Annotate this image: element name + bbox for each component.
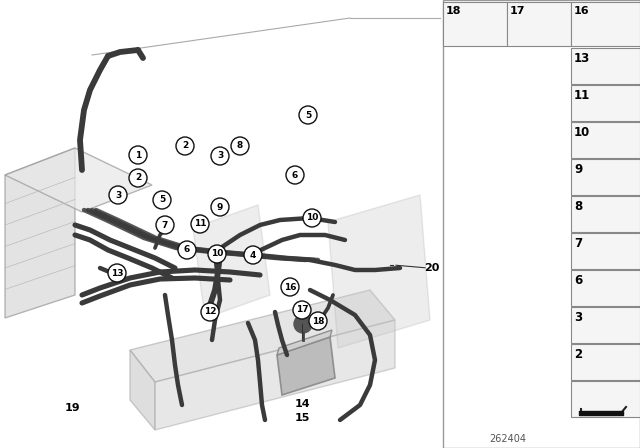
Text: 2: 2 <box>182 142 188 151</box>
Text: 14: 14 <box>294 399 310 409</box>
Text: 13: 13 <box>574 52 590 65</box>
Polygon shape <box>155 320 395 430</box>
Circle shape <box>244 246 262 264</box>
Bar <box>571 196 640 232</box>
Text: 5: 5 <box>159 195 165 204</box>
Bar <box>571 85 640 121</box>
Text: 18: 18 <box>312 316 324 326</box>
Bar <box>571 2 640 46</box>
Text: 6: 6 <box>292 171 298 180</box>
Bar <box>443 2 507 46</box>
Text: 9: 9 <box>574 163 582 176</box>
Text: 10: 10 <box>574 126 590 139</box>
Circle shape <box>303 209 321 227</box>
Text: 16: 16 <box>574 6 589 16</box>
Text: 9: 9 <box>217 202 223 211</box>
Bar <box>571 48 640 84</box>
Text: 6: 6 <box>184 246 190 254</box>
Text: 8: 8 <box>574 200 582 213</box>
Text: 6: 6 <box>574 274 582 287</box>
Circle shape <box>156 216 174 234</box>
Circle shape <box>178 241 196 259</box>
Text: 13: 13 <box>111 268 124 277</box>
Circle shape <box>108 264 126 282</box>
Polygon shape <box>277 337 335 395</box>
Circle shape <box>109 186 127 204</box>
Bar <box>571 381 640 417</box>
Text: 15: 15 <box>294 413 310 423</box>
Circle shape <box>176 137 194 155</box>
Text: 11: 11 <box>194 220 206 228</box>
Polygon shape <box>328 195 430 348</box>
Text: 10: 10 <box>211 250 223 258</box>
Polygon shape <box>5 148 75 318</box>
Text: 17: 17 <box>296 306 308 314</box>
Polygon shape <box>130 350 155 430</box>
Text: 2: 2 <box>135 173 141 182</box>
Text: 5: 5 <box>305 111 311 120</box>
Text: 1: 1 <box>135 151 141 159</box>
Text: 8: 8 <box>237 142 243 151</box>
Circle shape <box>153 191 171 209</box>
Bar <box>443 0 640 448</box>
Text: 2: 2 <box>574 348 582 361</box>
Text: 4: 4 <box>250 250 256 259</box>
Bar <box>571 233 640 269</box>
Circle shape <box>191 215 209 233</box>
Circle shape <box>129 146 147 164</box>
Circle shape <box>231 137 249 155</box>
Text: 7: 7 <box>574 237 582 250</box>
Circle shape <box>129 169 147 187</box>
Bar <box>571 270 640 306</box>
Text: 3: 3 <box>574 311 582 324</box>
Bar <box>571 344 640 380</box>
Text: 12: 12 <box>204 307 216 316</box>
Circle shape <box>211 198 229 216</box>
Circle shape <box>281 278 299 296</box>
Bar <box>571 159 640 195</box>
Circle shape <box>309 312 327 330</box>
Text: 16: 16 <box>284 283 296 292</box>
Polygon shape <box>130 290 395 382</box>
Text: 18: 18 <box>446 6 461 16</box>
Polygon shape <box>5 148 152 212</box>
Text: 19: 19 <box>64 403 80 413</box>
Text: 17: 17 <box>510 6 525 16</box>
Circle shape <box>294 315 312 333</box>
Text: 3: 3 <box>217 151 223 160</box>
Polygon shape <box>193 205 270 318</box>
Text: 7: 7 <box>162 220 168 229</box>
Circle shape <box>286 166 304 184</box>
Circle shape <box>299 106 317 124</box>
Text: 10: 10 <box>306 214 318 223</box>
Polygon shape <box>277 330 332 355</box>
Text: 3: 3 <box>115 190 121 199</box>
Text: 20: 20 <box>424 263 440 273</box>
Text: 11: 11 <box>574 89 590 102</box>
Circle shape <box>293 301 311 319</box>
Circle shape <box>201 303 219 321</box>
Bar <box>571 307 640 343</box>
Circle shape <box>211 147 229 165</box>
Text: 262404: 262404 <box>490 434 527 444</box>
Bar <box>571 122 640 158</box>
Circle shape <box>208 245 226 263</box>
Bar <box>507 2 571 46</box>
